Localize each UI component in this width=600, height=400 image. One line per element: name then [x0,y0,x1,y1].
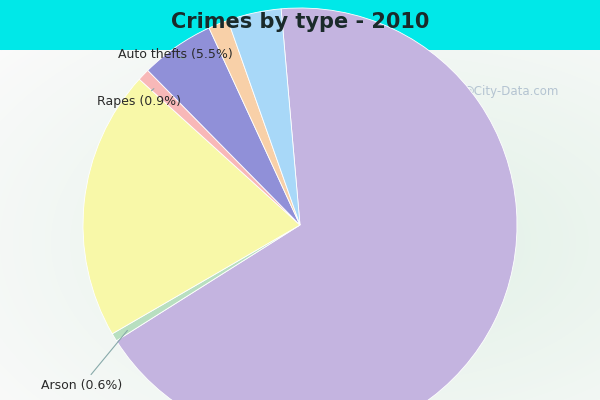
Circle shape [320,202,460,284]
Circle shape [244,157,536,328]
Circle shape [365,228,415,257]
Circle shape [71,56,600,400]
Circle shape [161,109,600,376]
Circle shape [275,176,505,310]
Circle shape [84,64,600,400]
Circle shape [269,172,511,313]
Circle shape [173,116,600,369]
Circle shape [65,53,600,400]
Circle shape [52,46,600,400]
Circle shape [148,101,600,384]
Circle shape [295,187,485,298]
Circle shape [346,216,434,268]
Circle shape [224,146,556,339]
Circle shape [383,239,397,246]
Wedge shape [228,9,300,225]
Circle shape [91,68,600,400]
Circle shape [212,138,569,347]
Circle shape [40,38,600,400]
Circle shape [326,205,454,280]
Circle shape [7,19,600,400]
Circle shape [193,127,587,358]
Circle shape [103,75,600,400]
Text: Assaults (4.0%): Assaults (4.0%) [0,399,1,400]
Circle shape [33,34,600,400]
Circle shape [1,16,600,400]
Circle shape [352,220,428,265]
Circle shape [339,213,441,272]
Wedge shape [148,28,300,225]
Circle shape [186,124,594,362]
Circle shape [154,105,600,380]
Circle shape [77,60,600,400]
Circle shape [332,209,448,276]
Circle shape [0,8,600,400]
Circle shape [371,231,409,254]
Circle shape [116,82,600,400]
Circle shape [110,79,600,400]
Circle shape [250,161,530,324]
Circle shape [256,164,524,320]
Wedge shape [139,70,300,225]
Circle shape [218,142,562,343]
Circle shape [179,120,600,365]
Text: Auto thefts (5.5%): Auto thefts (5.5%) [118,48,233,61]
Circle shape [0,12,600,400]
Circle shape [97,72,600,400]
Wedge shape [209,20,300,225]
Wedge shape [83,79,300,334]
Circle shape [263,168,517,317]
Circle shape [281,179,499,306]
Circle shape [167,112,600,373]
Circle shape [142,98,600,388]
Circle shape [14,23,600,400]
Circle shape [199,131,581,354]
Circle shape [122,86,600,399]
Circle shape [377,235,403,250]
Circle shape [26,30,600,400]
Text: Crimes by type - 2010: Crimes by type - 2010 [171,12,429,32]
Circle shape [230,150,550,336]
Wedge shape [116,8,517,400]
Circle shape [0,4,600,400]
Text: Thefts (67.5%): Thefts (67.5%) [0,399,1,400]
Circle shape [314,198,467,287]
Text: Arson (0.6%): Arson (0.6%) [41,330,127,392]
Text: Robberies (1.5%): Robberies (1.5%) [0,399,1,400]
Circle shape [205,135,575,350]
Circle shape [20,27,600,400]
Circle shape [307,194,473,291]
Circle shape [135,94,600,391]
Circle shape [301,190,479,294]
Circle shape [358,224,422,261]
Circle shape [59,49,600,400]
Circle shape [288,183,492,302]
Text: @City-Data.com: @City-Data.com [462,86,558,98]
Circle shape [237,153,543,332]
Circle shape [128,90,600,395]
Circle shape [46,42,600,400]
Text: Burglaries (20.1%): Burglaries (20.1%) [0,399,1,400]
Text: Rapes (0.9%): Rapes (0.9%) [97,89,181,108]
Wedge shape [112,225,300,341]
